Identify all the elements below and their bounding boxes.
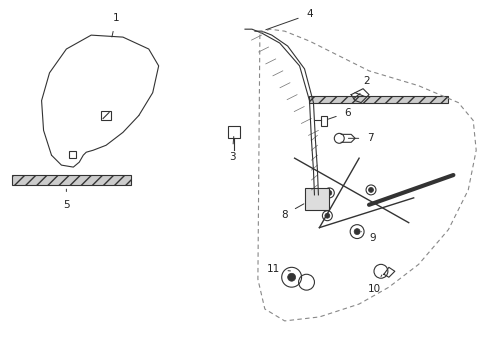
- Bar: [321, 117, 326, 126]
- Text: 9: 9: [360, 231, 375, 243]
- Circle shape: [324, 188, 334, 198]
- Text: 10: 10: [366, 275, 381, 294]
- Circle shape: [368, 188, 373, 192]
- Bar: [304, 188, 328, 210]
- Text: 2: 2: [358, 76, 369, 95]
- Text: 1: 1: [112, 13, 119, 37]
- Bar: [228, 126, 240, 138]
- Bar: [69, 151, 76, 158]
- Bar: [12, 175, 131, 185]
- Circle shape: [324, 213, 329, 218]
- Text: 4: 4: [265, 9, 312, 30]
- Text: 6: 6: [327, 108, 350, 119]
- Text: 3: 3: [228, 136, 235, 162]
- Text: 8: 8: [281, 204, 303, 220]
- Text: 5: 5: [63, 189, 70, 210]
- Text: 11: 11: [266, 264, 290, 274]
- Circle shape: [326, 190, 331, 195]
- Circle shape: [366, 185, 375, 195]
- Circle shape: [353, 229, 359, 235]
- Circle shape: [322, 211, 332, 221]
- Circle shape: [287, 273, 295, 281]
- Bar: [101, 111, 111, 121]
- Bar: [309, 96, 447, 103]
- Text: 7: 7: [347, 133, 373, 143]
